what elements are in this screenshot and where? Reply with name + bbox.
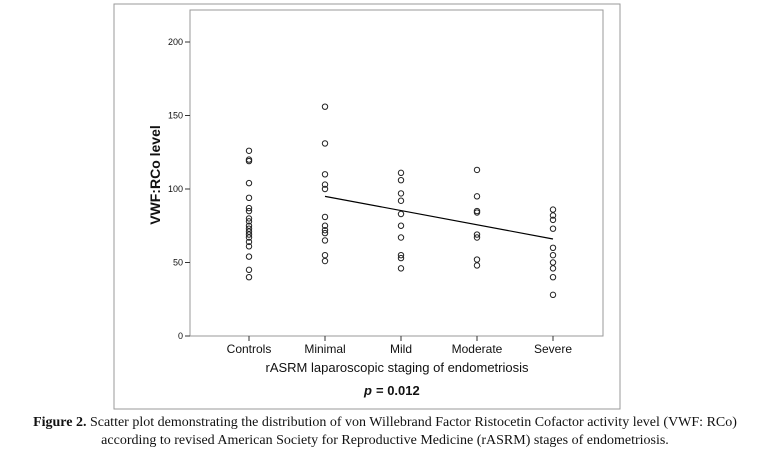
data-point (397, 265, 405, 272)
data-point (397, 222, 405, 229)
data-point (245, 194, 253, 202)
data-point (549, 291, 557, 299)
data-point (245, 157, 253, 165)
data-points (245, 103, 557, 299)
data-point (549, 212, 557, 219)
caption-text: Scatter plot demonstrating the distribut… (86, 415, 737, 448)
data-point (549, 274, 557, 281)
data-point (245, 147, 253, 154)
data-point (397, 197, 405, 204)
y-tick-label: 200 (168, 37, 183, 47)
data-point (245, 266, 253, 274)
trend-line (324, 195, 554, 240)
y-axis: 0 50 100 150 200 (168, 37, 190, 341)
data-point (245, 215, 253, 222)
data-point (321, 213, 329, 221)
data-point (245, 274, 253, 281)
y-tick-label: 50 (173, 258, 183, 268)
data-point (321, 257, 329, 265)
data-point (321, 185, 329, 193)
data-point (321, 171, 329, 178)
data-point (397, 210, 405, 218)
x-axis-label: rASRM laparoscopic staging of endometrio… (265, 360, 529, 375)
y-tick-label: 0 (178, 331, 183, 341)
data-point (245, 234, 253, 241)
data-point (549, 244, 557, 252)
data-point (397, 251, 405, 259)
x-tick-label: Severe (534, 342, 572, 356)
data-point (397, 176, 405, 184)
y-tick-label: 150 (168, 111, 183, 121)
data-point (321, 181, 329, 188)
x-axis: Controls Minimal Mild Moderate Severe (227, 336, 572, 356)
data-point (321, 222, 329, 229)
data-point (245, 179, 253, 187)
data-point (245, 218, 253, 225)
data-point (473, 209, 481, 216)
p-value: = 0.012 (376, 383, 420, 398)
data-point (473, 262, 481, 269)
data-point (473, 193, 481, 200)
plot-area (189, 9, 604, 337)
data-point (245, 207, 253, 215)
y-axis-label: VWF:RCo level (147, 125, 163, 225)
data-point (321, 103, 329, 110)
figure-caption: Figure 2. Scatter plot demonstrating the… (6, 414, 764, 450)
data-point (397, 234, 405, 241)
data-point (397, 169, 405, 177)
data-point (245, 204, 253, 212)
data-point (321, 226, 329, 234)
data-point (473, 234, 481, 241)
data-point (473, 166, 481, 174)
data-point (321, 237, 329, 244)
data-point (549, 251, 557, 259)
data-point (549, 265, 557, 272)
data-point (549, 216, 557, 224)
data-point (245, 243, 253, 250)
data-point (245, 231, 253, 238)
data-point (549, 225, 557, 232)
p-symbol: p (363, 383, 372, 398)
x-tick-label: Controls (227, 342, 272, 356)
caption-label: Figure 2. (33, 415, 87, 430)
x-tick-label: Minimal (304, 342, 345, 356)
data-point (473, 231, 481, 238)
data-point (397, 254, 405, 262)
trend-line-group (324, 195, 554, 240)
data-point (321, 140, 329, 147)
data-point (245, 238, 253, 246)
data-point (397, 190, 405, 197)
x-tick-label: Mild (390, 342, 412, 356)
y-tick-label: 100 (168, 184, 183, 194)
x-tick-label: Moderate (452, 342, 503, 356)
data-point (245, 253, 253, 260)
data-point (321, 229, 329, 237)
